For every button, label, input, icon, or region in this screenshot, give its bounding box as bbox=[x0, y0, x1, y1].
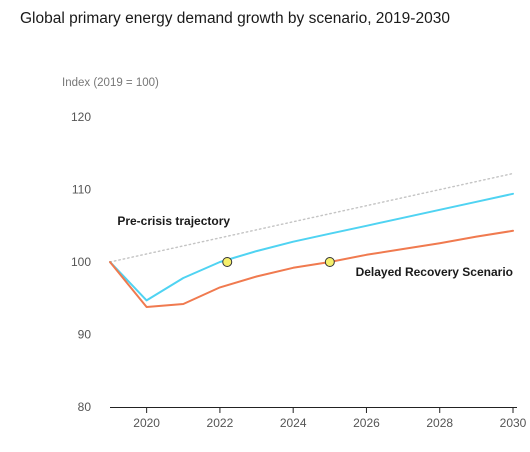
x-tick-label: 2030 bbox=[500, 416, 527, 430]
marker-point bbox=[222, 257, 233, 267]
y-tick-label: 90 bbox=[78, 328, 92, 342]
x-tick-label: 2022 bbox=[207, 416, 234, 430]
series-line-recovery bbox=[109, 192, 514, 302]
marker-layer bbox=[222, 257, 335, 267]
y-tick-label: 110 bbox=[72, 183, 91, 197]
y-tick-label: 100 bbox=[71, 255, 91, 269]
x-tick-label: 2026 bbox=[353, 416, 380, 430]
axes-layer: Index (2019 = 100) 80 90 100 110 120 2020 2022 2… bbox=[62, 77, 527, 430]
x-tick-label: 2020 bbox=[133, 416, 160, 430]
chart-title: Global primary energy demand growth by s… bbox=[20, 10, 450, 27]
series-line-delayed bbox=[109, 229, 514, 308]
annotation-label: Delayed Recovery Scenario bbox=[356, 265, 513, 279]
y-tick-label: 80 bbox=[78, 400, 92, 414]
series-layer bbox=[109, 172, 514, 308]
marker-point bbox=[324, 257, 335, 267]
series-line-pre_crisis bbox=[109, 172, 514, 263]
x-tick-label: 2028 bbox=[426, 416, 453, 430]
annotation-label: Pre-crisis trajectory bbox=[117, 214, 230, 228]
y-tick-label: 120 bbox=[71, 110, 91, 124]
x-tick-label: 2024 bbox=[280, 416, 307, 430]
y-axis-title: Index (2019 = 100) bbox=[62, 77, 159, 89]
annotation-layer: Pre-crisis trajectory Delayed Recovery Sc… bbox=[117, 214, 513, 279]
